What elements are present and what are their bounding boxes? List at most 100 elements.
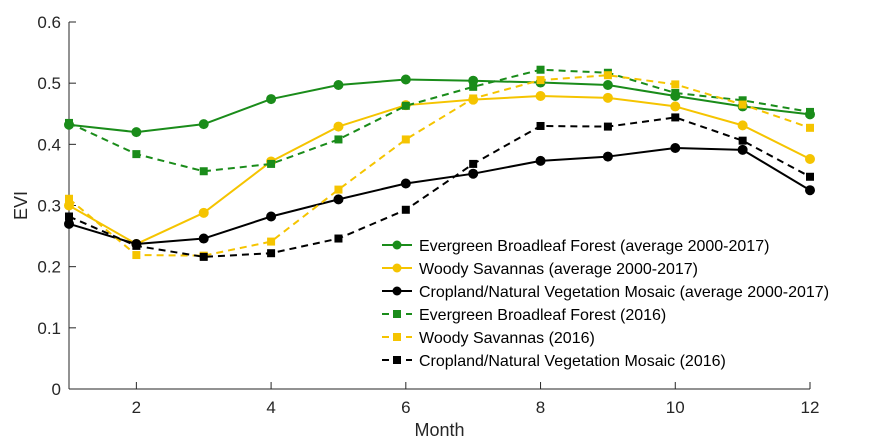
data-point (469, 94, 478, 103)
data-point (333, 121, 344, 132)
series-line (68, 78, 811, 134)
series-3 (64, 143, 815, 250)
legend-item: Woody Savannas (2016) (382, 330, 595, 347)
data-point (469, 82, 478, 91)
x-tick-label: 12 (801, 398, 820, 417)
legend-marker (393, 333, 401, 341)
series-layer (64, 65, 815, 261)
series-2 (64, 91, 815, 250)
data-point (535, 155, 546, 166)
data-point (738, 100, 747, 109)
legend-item: Cropland/Natural Vegetation Mosaic (2016… (382, 353, 726, 370)
data-point (671, 88, 680, 97)
series-4 (65, 65, 814, 176)
series-line (68, 68, 811, 173)
legend-item: Woody Savannas (average 2000-2017) (382, 261, 698, 278)
legend-label: Woody Savannas (2016) (419, 330, 595, 347)
data-point (806, 107, 814, 116)
data-point (267, 249, 276, 258)
y-tick-label: 0.6 (37, 13, 61, 32)
data-point (401, 205, 410, 214)
data-point (65, 118, 73, 127)
data-point (198, 119, 209, 130)
data-point (266, 94, 277, 105)
x-tick-label: 6 (401, 398, 410, 417)
data-point (334, 185, 343, 194)
y-tick-label: 0.5 (37, 74, 61, 93)
data-point (334, 234, 343, 243)
data-point (132, 241, 141, 250)
data-point (536, 65, 545, 74)
series-line (68, 116, 811, 258)
data-point (267, 237, 276, 246)
data-point (333, 80, 344, 91)
data-point (198, 233, 209, 244)
data-point (737, 120, 748, 131)
data-point (65, 212, 73, 221)
legend: Evergreen Broadleaf Forest (average 2000… (382, 238, 829, 370)
legend-label: Woody Savannas (average 2000-2017) (419, 261, 698, 278)
legend-marker (393, 356, 401, 364)
series-6 (65, 113, 814, 261)
data-point (602, 151, 613, 162)
data-point (535, 91, 546, 102)
data-point (806, 172, 814, 181)
legend-marker (392, 286, 402, 296)
data-point (670, 143, 681, 154)
legend-label: Cropland/Natural Vegetation Mosaic (aver… (419, 284, 829, 301)
y-tick-label: 0.2 (37, 258, 61, 277)
data-point (468, 168, 479, 179)
data-point (603, 122, 612, 131)
data-point (536, 76, 545, 85)
x-tick-label: 8 (536, 398, 545, 417)
data-point (401, 135, 410, 144)
data-point (536, 121, 545, 130)
axes: 0 0.1 0.2 0.3 0.4 0.5 0.6 2 4 6 8 10 12 (37, 13, 819, 417)
data-point (805, 154, 815, 165)
legend-item: Evergreen Broadleaf Forest (2016) (382, 307, 666, 324)
y-axis-label: EVI (11, 191, 31, 220)
legend-label: Evergreen Broadleaf Forest (2016) (419, 307, 666, 324)
series-line (68, 74, 811, 257)
legend-item: Evergreen Broadleaf Forest (average 2000… (382, 238, 769, 255)
data-point (400, 178, 411, 189)
data-point (671, 80, 680, 89)
data-point (132, 251, 141, 260)
y-tick-label: 0.1 (37, 319, 61, 338)
data-point (738, 136, 747, 145)
legend-marker (392, 263, 402, 273)
data-point (333, 194, 344, 205)
data-point (198, 207, 209, 218)
series-line (68, 147, 811, 246)
data-point (602, 80, 613, 91)
data-point (603, 71, 612, 80)
legend-marker (392, 240, 402, 250)
legend-marker (393, 310, 401, 318)
x-axis-label: Month (414, 420, 464, 440)
data-point (602, 92, 613, 103)
data-point (266, 211, 277, 222)
data-point (267, 159, 276, 168)
legend-label: Evergreen Broadleaf Forest (average 2000… (419, 238, 769, 255)
data-point (199, 252, 208, 261)
data-point (131, 127, 142, 138)
legend-item: Cropland/Natural Vegetation Mosaic (aver… (382, 284, 829, 301)
data-point (671, 113, 680, 122)
data-point (806, 123, 814, 132)
data-point (400, 74, 411, 85)
x-tick-label: 2 (132, 398, 141, 417)
data-point (64, 218, 74, 229)
y-tick-label: 0.4 (37, 135, 61, 154)
y-tick-label: 0 (52, 380, 61, 399)
data-point (670, 101, 681, 112)
data-point (199, 167, 208, 176)
data-point (469, 159, 478, 168)
data-point (805, 185, 815, 196)
data-point (401, 101, 410, 110)
x-tick-label: 10 (666, 398, 685, 417)
data-point (738, 96, 747, 105)
data-point (132, 150, 141, 159)
data-point (65, 194, 73, 203)
data-point (737, 144, 748, 155)
